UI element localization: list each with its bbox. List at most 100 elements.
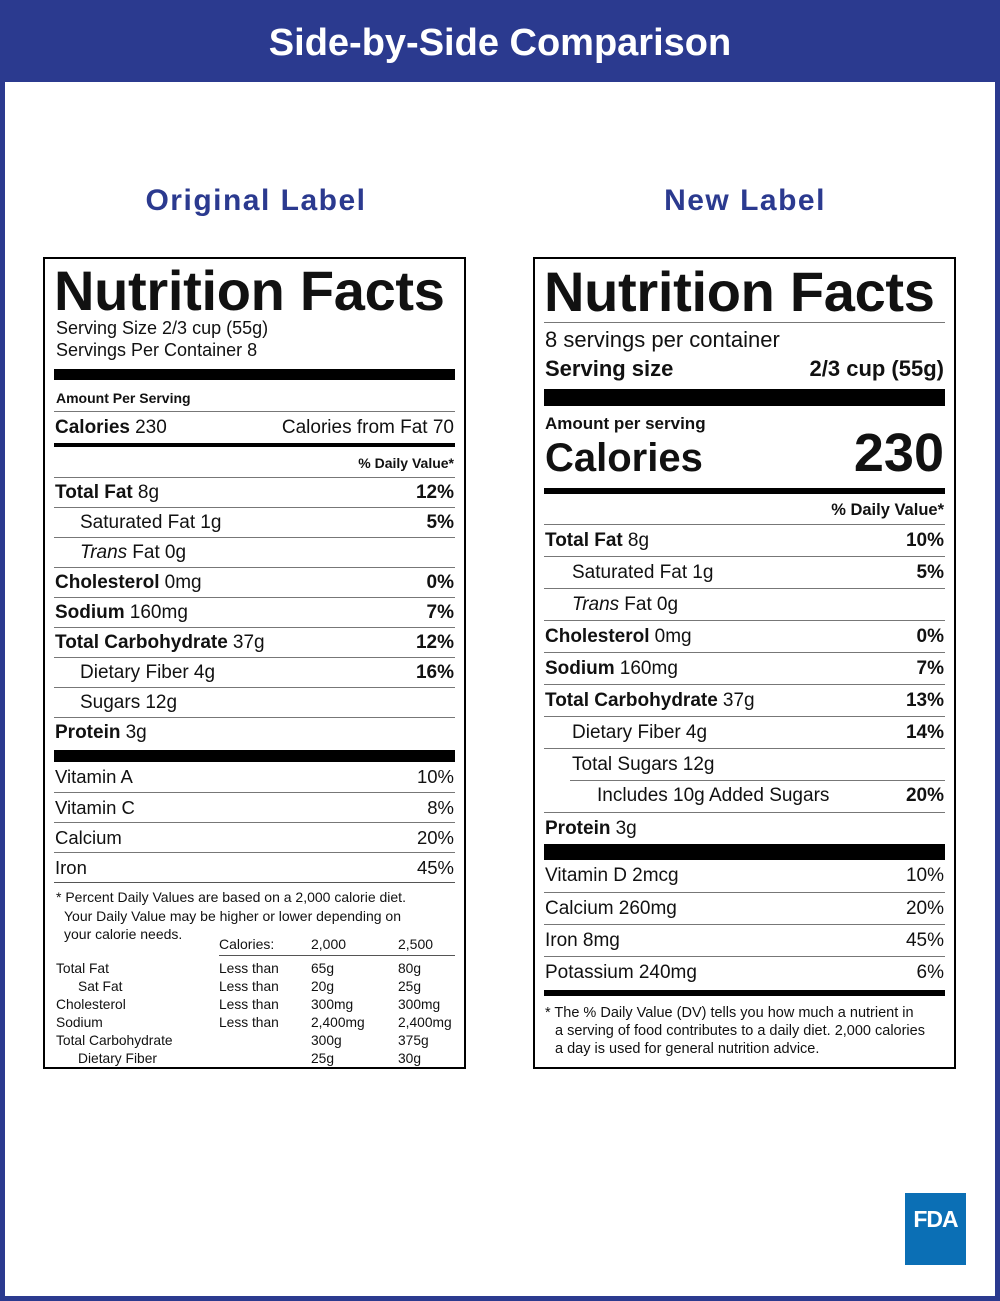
nutrient-row: Cholesterol 0mg 0% — [544, 620, 945, 652]
footnote-line: * The % Daily Value (DV) tells you how m… — [545, 1005, 914, 1021]
footnote-line: your calorie needs. — [64, 926, 183, 942]
nutrient-amount: 0g — [656, 593, 679, 615]
nutrient-name: Total Carbohydrate — [55, 631, 228, 653]
daily-value: 7% — [916, 657, 944, 679]
vitamin-row: Vitamin C 8% — [54, 792, 455, 822]
vitamin-row: Vitamin A 10% — [54, 762, 455, 792]
nutrient-row: Trans Fat 0g — [544, 588, 945, 620]
footnote-line: a day is used for general nutrition advi… — [555, 1041, 820, 1057]
footnote: * The % Daily Value (DV) tells you how m… — [544, 1004, 945, 1058]
amount-per-serving: Amount per serving — [545, 414, 706, 433]
nutrient-name: Total Sugars — [572, 753, 678, 775]
serving-size-row: Serving size 2/3 cup (55g) — [544, 354, 945, 383]
vitamin-dv: 8% — [427, 796, 454, 818]
nutrient-name: Total Fat — [55, 481, 133, 503]
vitamin-dv: 20% — [416, 826, 454, 848]
vitamin-name: Iron — [545, 929, 578, 951]
vitamin-amount: 8mg — [582, 929, 620, 951]
label-title: Nutrition Facts — [544, 264, 945, 323]
nutrient-amount: 1g — [692, 561, 714, 583]
nutrient-amount: 160mg — [619, 657, 678, 679]
vitamin-row: Calcium 260mg 20% — [544, 892, 945, 924]
dv-table-cell: 80g — [398, 960, 422, 976]
dv-table-row: Total Fat Less than 65g 80g — [56, 960, 455, 978]
footnote-line: * Percent Daily Values are based on a 2,… — [56, 889, 406, 905]
vitamin-name: Iron — [55, 856, 87, 878]
dv-table-body: Total Fat Less than 65g 80g Sat Fat Less than… — [54, 960, 455, 1068]
nutrient-name: Total Carbohydrate — [545, 689, 718, 711]
dv-table-header-cell: Calories: — [219, 935, 311, 956]
vitamin-name: Vitamin D — [545, 865, 628, 886]
dv-table-cell: 300mg — [398, 996, 441, 1012]
dv-table-cell: 300g — [311, 1032, 342, 1048]
vitamin-name-group: Iron 8mg — [545, 930, 620, 952]
nutrient-row: Protein 3g — [54, 717, 455, 747]
nutrient-row: Protein 3g — [544, 812, 945, 844]
vitamin-row: Vitamin D 2mcg 10% — [544, 860, 945, 892]
daily-value: 12% — [415, 631, 454, 653]
nutrient-amount: 37g — [722, 689, 755, 711]
nutrient-name-group: Total Sugars 12g — [572, 754, 714, 776]
vitamin-name: Potassium — [545, 961, 634, 983]
nutrient-name-group: Total Carbohydrate 37g — [545, 690, 755, 712]
vitamin-name: Vitamin C — [55, 796, 135, 818]
nutrient-name-group: Protein 3g — [545, 818, 637, 840]
nutrient-name: Sodium — [545, 657, 615, 679]
nutrient-amount: 3g — [125, 721, 147, 743]
nutrient-amount: 0mg — [654, 625, 692, 647]
vitamin-end-line — [54, 882, 455, 883]
vitamin-amount: 2mcg — [632, 865, 679, 886]
daily-value-header: % Daily Value* — [831, 501, 944, 519]
nutrient-row: Dietary Fiber 4g 16% — [54, 657, 455, 687]
nutrient-amount: 0mg — [164, 571, 202, 593]
dv-table-header-cell: 2,000 — [311, 935, 398, 956]
vitamin-dv: 10% — [905, 865, 944, 886]
nutrient-name-group: Total Fat 8g — [545, 530, 649, 552]
nutrient-amount: 12g — [145, 691, 178, 713]
dv-table-cell: Less than — [219, 960, 279, 976]
dv-table-cell: Less than — [219, 978, 279, 994]
nutrient-name-group: Total Fat 8g — [55, 482, 159, 504]
separator-bar — [54, 369, 455, 380]
nutrient-row: Trans Fat 0g — [54, 537, 455, 567]
nutrient-name-group: Dietary Fiber 4g — [80, 662, 215, 684]
nutrient-name: Protein — [545, 817, 611, 839]
nutrient-row: Saturated Fat 1g 5% — [54, 507, 455, 537]
dv-table-header: Calories: 2,000 2,500 — [54, 935, 455, 956]
nutrient-name-group: Trans Fat 0g — [80, 542, 186, 564]
nutrient-name: Includes 10g Added Sugars — [597, 785, 830, 806]
separator-bar — [544, 389, 945, 406]
nutrient-row: Total Fat 8g 12% — [54, 477, 455, 507]
vitamin-name-group: Potassium 240mg — [545, 962, 697, 984]
nutrient-name-group: Cholesterol 0mg — [55, 572, 202, 594]
dv-table-cell: 300mg — [311, 996, 354, 1012]
dv-table-cell: 25g — [311, 1050, 335, 1066]
vitamin-dv: 45% — [905, 929, 944, 951]
vitamin-row: Iron 8mg 45% — [544, 924, 945, 956]
dv-table-cell: 2,400mg — [311, 1014, 365, 1030]
nutrient-row: Sodium 160mg 7% — [54, 597, 455, 627]
dv-table-cell: Cholesterol — [56, 996, 126, 1012]
vitamin-row: Potassium 240mg 6% — [544, 956, 945, 988]
nutrient-row: Dietary Fiber 4g 14% — [544, 716, 945, 748]
nutrient-name: Dietary Fiber — [80, 661, 189, 683]
vitamin-dv: 20% — [905, 897, 944, 919]
nutrient-name: Saturated Fat — [80, 511, 196, 533]
vitamin-amount: 240mg — [638, 961, 697, 983]
daily-value: 7% — [426, 601, 454, 623]
dv-table-cell: Sat Fat — [78, 978, 123, 994]
dv-table-header-cell: 2,500 — [398, 935, 455, 956]
new-label: Nutrition Facts 8 servings per container S… — [533, 257, 956, 1069]
dv-table-cell: Less than — [219, 1014, 279, 1030]
dv-table-corner — [56, 935, 219, 956]
nutrient-name: Protein — [55, 721, 121, 743]
daily-value: 5% — [916, 561, 944, 583]
dv-table-cell: 25g — [398, 978, 422, 994]
nutrient-name: Fat — [624, 593, 652, 615]
nutrient-amount: 37g — [232, 631, 265, 653]
dv-table-cell: Sodium — [56, 1014, 103, 1030]
nutrient-name-group: Sugars 12g — [80, 692, 177, 714]
nutrient-amount: 0g — [164, 541, 187, 563]
nutrient-row: Total Sugars 12g — [544, 748, 945, 780]
